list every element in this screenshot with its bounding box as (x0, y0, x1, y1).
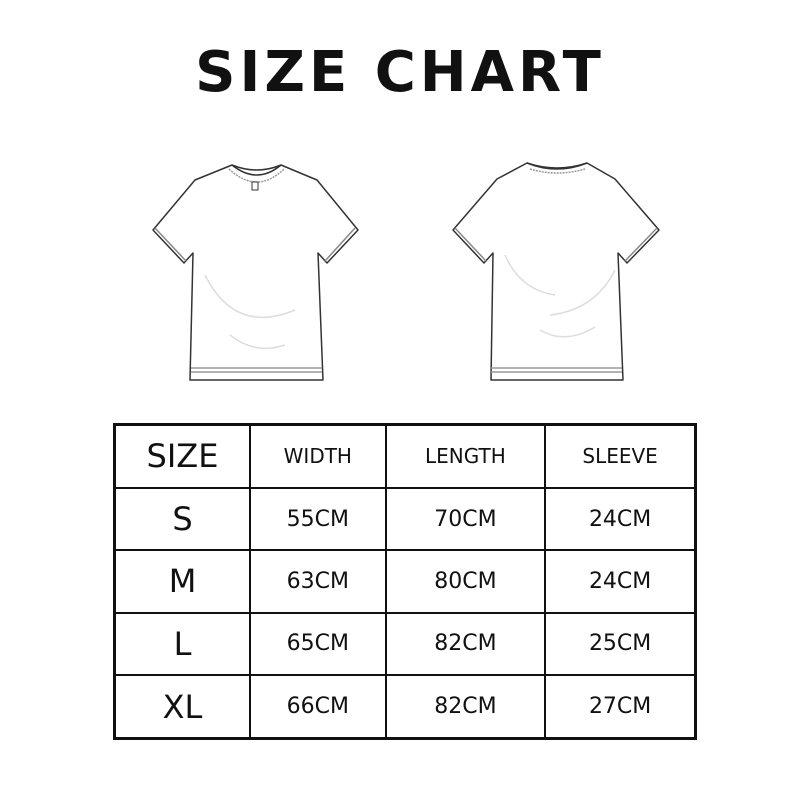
t-shirt-front-icon (152, 164, 359, 381)
size-cell: XL (113, 674, 251, 740)
header-width: WIDTH (249, 423, 387, 489)
length-cell: 82CM (384, 611, 547, 677)
header-length: LENGTH (384, 423, 547, 489)
table-header-row: SIZE WIDTH LENGTH SLEEVE (113, 423, 697, 489)
length-cell: 70CM (384, 486, 547, 552)
table-row: XL 66CM 82CM 27CM (113, 674, 697, 740)
width-cell: 63CM (249, 549, 387, 614)
table-row: S 55CM 70CM 24CM (113, 486, 697, 552)
sleeve-cell: 24CM (544, 486, 697, 552)
sleeve-cell: 27CM (544, 674, 697, 740)
length-cell: 80CM (384, 549, 547, 614)
width-cell: 55CM (249, 486, 387, 552)
width-cell: 65CM (249, 611, 387, 677)
size-cell: M (113, 549, 251, 614)
length-cell: 82CM (384, 674, 547, 740)
header-sleeve: SLEEVE (544, 423, 697, 489)
size-cell: L (113, 611, 251, 677)
size-chart-table: SIZE WIDTH LENGTH SLEEVE S 55CM 70CM 24C… (113, 423, 697, 740)
table-row: M 63CM 80CM 24CM (113, 549, 697, 614)
sleeve-cell: 24CM (544, 549, 697, 614)
page-title: SIZE CHART (195, 40, 605, 105)
table-row: L 65CM 82CM 25CM (113, 611, 697, 677)
t-shirt-back-icon (452, 162, 660, 381)
width-cell: 66CM (249, 674, 387, 740)
size-cell: S (113, 486, 251, 552)
sleeve-cell: 25CM (544, 611, 697, 677)
header-size: SIZE (113, 423, 251, 489)
